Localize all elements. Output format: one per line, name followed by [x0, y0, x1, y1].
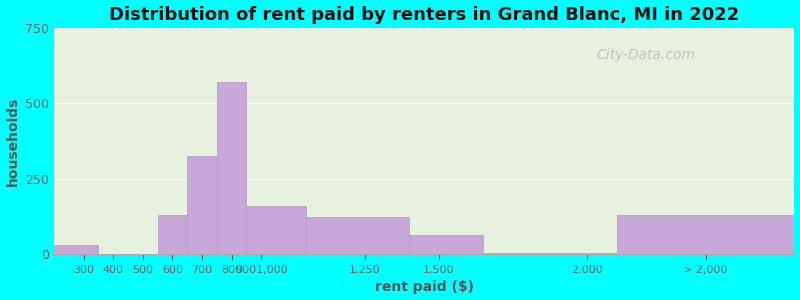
Title: Distribution of rent paid by renters in Grand Blanc, MI in 2022: Distribution of rent paid by renters in …	[109, 6, 739, 24]
Bar	[617, 215, 794, 254]
Bar	[54, 245, 98, 254]
Text: City-Data.com: City-Data.com	[597, 48, 696, 62]
X-axis label: rent paid ($): rent paid ($)	[374, 280, 474, 294]
Bar	[483, 253, 617, 254]
Bar	[187, 156, 217, 254]
Bar	[410, 235, 483, 254]
Y-axis label: households: households	[6, 97, 19, 186]
Bar	[246, 206, 306, 254]
Bar	[306, 217, 410, 254]
Bar	[158, 215, 187, 254]
Bar	[217, 82, 246, 254]
